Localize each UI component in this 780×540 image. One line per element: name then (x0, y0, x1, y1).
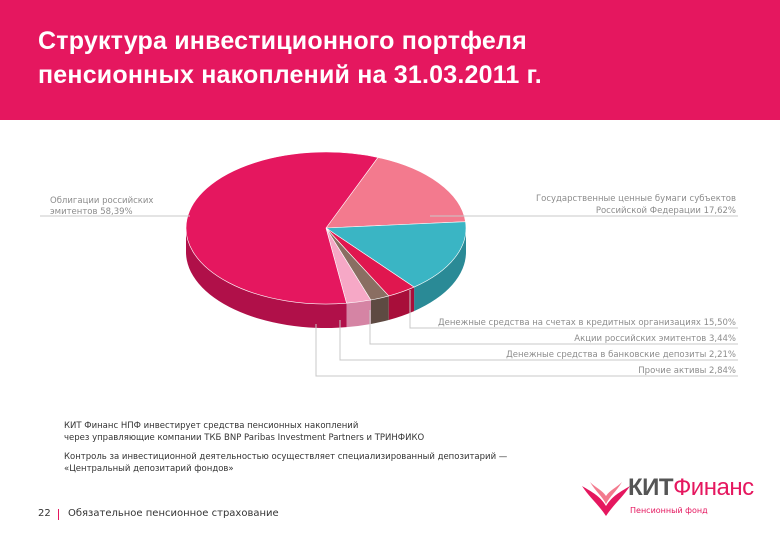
label-cash: Денежные средства на счетах в кредитных … (438, 318, 736, 328)
note-control-line1: Контроль за инвестиционной деятельностью… (64, 452, 508, 462)
label-stocks: Акции российских эмитентов 3,44% (574, 334, 736, 344)
logo-name-kit: КИТ (628, 474, 674, 501)
note-investment: КИТ Финанс НПФ инвестирует средства пенс… (64, 420, 424, 444)
label-gov-line2: Российской Федерации 17,62% (596, 206, 736, 216)
pie-side-deposits (370, 295, 389, 325)
pie-sides (186, 228, 466, 328)
label-deposits: Денежные средства в банковские депозиты … (506, 350, 736, 360)
leader-line-deposits (339, 320, 738, 361)
pie-side-cash (414, 228, 466, 312)
header-band (0, 0, 780, 120)
page-title: Структура инвестиционного портфеля пенси… (38, 24, 738, 92)
logo-name-finans: Финанс (673, 474, 754, 501)
page-number: 22 (38, 508, 51, 519)
pie-side-stocks (388, 287, 415, 320)
label-bonds-line1: Облигации российских (50, 196, 153, 206)
pie-tops (185, 151, 467, 305)
page-title-line2: пенсионных накоплений на 31.03.2011 г. (38, 61, 542, 89)
leader-line-stocks (369, 310, 738, 345)
note-investment-line2: через управляющие компании ТКБ BNP Parib… (64, 433, 425, 443)
page-title-line1: Структура инвестиционного портфеля (38, 27, 527, 55)
logo-wordmark: КИТФинанс (628, 474, 754, 502)
pie-chart: Облигации российских эмитентов 58,39% Го… (40, 151, 738, 377)
pie-slice-cash (325, 221, 467, 288)
pie-slice-bonds (185, 151, 379, 305)
footer-text: Обязательное пенсионное страхование (68, 508, 279, 519)
pie-slice-gov (325, 157, 466, 229)
pie-side-bonds (186, 228, 347, 328)
leader-line-other (315, 324, 738, 377)
note-control-line2: «Центральный депозитарий фондов» (64, 464, 234, 474)
note-control: Контроль за инвестиционной деятельностью… (64, 451, 507, 475)
label-gov-line1: Государственные ценные бумаги субъектов (536, 194, 736, 204)
label-bonds-line2: эмитентов 58,39% (50, 207, 133, 217)
leader-line-cash (409, 290, 738, 329)
logo-subtitle: Пенсионный фонд (630, 506, 708, 515)
note-investment-line1: КИТ Финанс НПФ инвестирует средства пенс… (64, 421, 359, 431)
label-other: Прочие активы 2,84% (638, 366, 736, 376)
footer-divider (58, 509, 59, 520)
kit-logo-icon (582, 482, 630, 516)
pie-side-other (346, 300, 371, 328)
